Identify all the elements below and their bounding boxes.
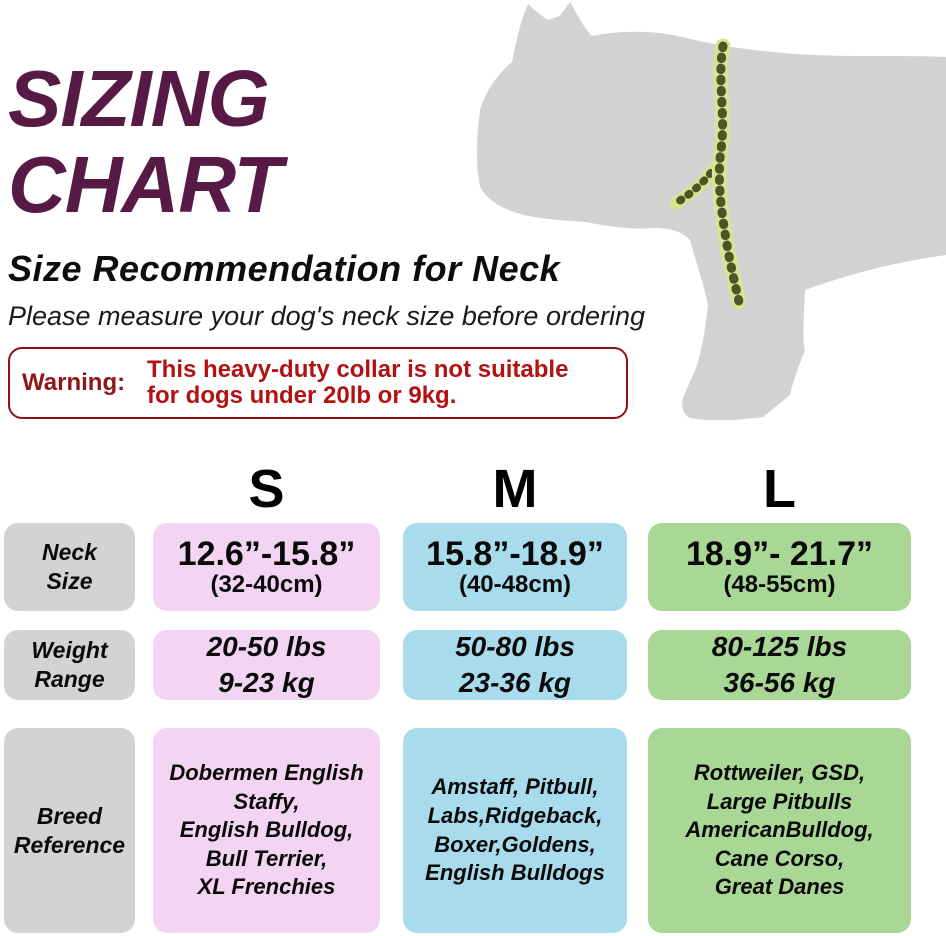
row-label-neck-size: Neck Size	[4, 523, 135, 611]
warning-label: Warning:	[22, 369, 126, 396]
row-label-breed-reference: Breed Reference	[4, 728, 135, 933]
measuring-tape-graphic	[669, 38, 747, 310]
cell-breed-s: Dobermen English Staffy, English Bulldog…	[153, 728, 380, 933]
cell-weight-s: 20-50 lbs 9-23 kg	[153, 630, 380, 700]
column-header-m: M	[492, 459, 538, 519]
measure-note: Please measure your dog's neck size befo…	[8, 301, 646, 331]
neck-size-s-inches: 12.6”-15.8”	[177, 534, 356, 573]
dog-silhouette-graphic	[477, 2, 946, 421]
page-title: SIZING CHART	[8, 54, 283, 229]
cell-breed-m: Amstaff, Pitbull, Labs,Ridgeback, Boxer,…	[403, 728, 627, 933]
page-title-line1: SIZING	[8, 54, 270, 143]
row-label-weight-range: Weight Range	[4, 630, 135, 700]
cell-neck-size-s: 12.6”-15.8” (32-40cm)	[153, 523, 380, 611]
neck-size-l-inches: 18.9”- 21.7”	[685, 534, 874, 573]
neck-size-m-cm: (40-48cm)	[458, 571, 572, 599]
cell-weight-l: 80-125 lbs 36-56 kg	[648, 630, 911, 700]
neck-size-s-cm: (32-40cm)	[210, 571, 323, 599]
cell-neck-size-m: 15.8”-18.9” (40-48cm)	[403, 523, 627, 611]
warning-box: Warning: This heavy-duty collar is not s…	[8, 347, 628, 419]
page-subtitle: Size Recommendation for Neck	[8, 248, 561, 289]
dog-body-shape	[477, 2, 946, 421]
cell-neck-size-l: 18.9”- 21.7” (48-55cm)	[648, 523, 911, 611]
cell-weight-m: 50-80 lbs 23-36 kg	[403, 630, 627, 700]
neck-size-m-inches: 15.8”-18.9”	[426, 534, 604, 573]
column-header-l: L	[763, 459, 796, 519]
neck-size-l-cm: (48-55cm)	[723, 571, 836, 599]
cell-breed-l: Rottweiler, GSD, Large Pitbulls American…	[648, 728, 911, 933]
warning-message: This heavy-duty collar is not suitable f…	[147, 356, 569, 409]
page-title-line2: CHART	[8, 139, 283, 229]
column-header-s: S	[248, 459, 285, 519]
